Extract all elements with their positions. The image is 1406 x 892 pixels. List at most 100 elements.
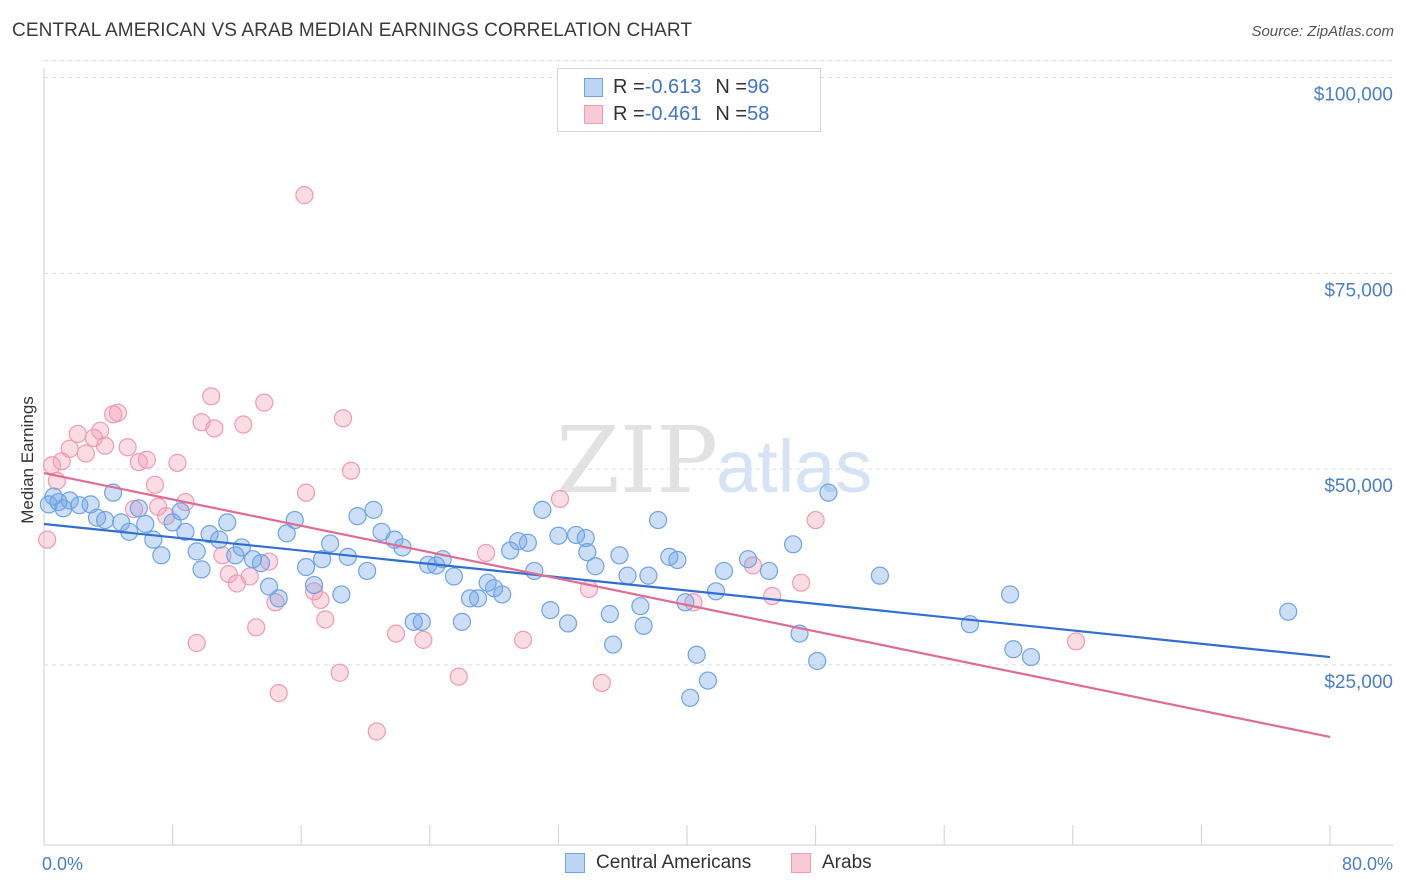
arab-point bbox=[763, 586, 782, 606]
central-american-point bbox=[738, 550, 758, 569]
central-american-point bbox=[1279, 602, 1298, 621]
arab-point bbox=[592, 673, 611, 693]
central-american-point bbox=[277, 524, 296, 543]
arab-point bbox=[449, 667, 468, 686]
arab-point bbox=[255, 393, 274, 412]
central-american-points bbox=[39, 483, 1298, 707]
central-american-point bbox=[444, 567, 464, 586]
central-american-point bbox=[192, 560, 211, 579]
arab-point bbox=[108, 403, 128, 422]
arab-point bbox=[743, 556, 763, 575]
arab-point bbox=[333, 409, 353, 428]
central-american-point bbox=[269, 589, 288, 608]
central-american-point bbox=[541, 600, 560, 620]
arab-point bbox=[137, 450, 156, 469]
central-american-point bbox=[714, 561, 734, 581]
central-american-point bbox=[631, 597, 650, 616]
central-american-point bbox=[259, 577, 279, 596]
central-american-point bbox=[1004, 640, 1023, 659]
page-title: CENTRAL AMERICAN VS ARAB MEDIAN EARNINGS… bbox=[12, 20, 693, 41]
central-american-point bbox=[533, 500, 552, 519]
arab-point bbox=[76, 444, 95, 463]
legend-r-value: -0.461 bbox=[644, 102, 702, 125]
legend-swatch-pink bbox=[584, 104, 603, 124]
y-axis-label: Median Earnings bbox=[18, 396, 37, 524]
central-american-point bbox=[358, 561, 377, 581]
central-american-point bbox=[681, 688, 700, 707]
source-label: Source: ZipAtlas.com bbox=[1251, 23, 1394, 40]
watermark-atlas: atlas bbox=[716, 425, 872, 508]
arab-point bbox=[240, 567, 259, 586]
series-swatch-blue bbox=[565, 853, 585, 873]
arab-point bbox=[792, 573, 811, 592]
legend-n-label: N = bbox=[715, 75, 748, 98]
central-american-point bbox=[603, 635, 623, 654]
central-american-point bbox=[49, 492, 68, 512]
central-american-point bbox=[364, 500, 383, 519]
arab-point bbox=[205, 419, 224, 438]
central-american-point bbox=[1021, 647, 1041, 667]
arab-point bbox=[414, 630, 433, 649]
y-tick-labels: $25,000 $50,000 $75,000 $100,000 bbox=[1314, 85, 1393, 693]
correlation-legend: R = -0.613 N = 96 R = -0.461 N = 58 bbox=[557, 68, 821, 132]
central-american-point bbox=[304, 575, 324, 595]
central-american-point bbox=[634, 616, 653, 635]
arab-point bbox=[269, 683, 288, 703]
arab-point bbox=[247, 618, 266, 637]
y-tick-label: $100,000 bbox=[1314, 85, 1393, 106]
legend-r-value: -0.613 bbox=[644, 75, 702, 98]
central-american-point bbox=[808, 651, 827, 671]
central-american-point bbox=[668, 550, 687, 570]
arab-point bbox=[295, 186, 314, 205]
arab-point bbox=[168, 453, 187, 472]
central-american-point bbox=[332, 585, 351, 604]
central-american-point bbox=[321, 534, 340, 553]
arab-point bbox=[234, 415, 253, 434]
central-american-point bbox=[698, 671, 717, 690]
arab-point bbox=[213, 546, 232, 565]
central-american-point bbox=[129, 499, 148, 518]
central-american-point bbox=[136, 514, 155, 534]
central-american-point bbox=[296, 557, 316, 577]
central-american-point bbox=[200, 525, 219, 544]
axes bbox=[43, 68, 1393, 846]
series-legend-arabs: Arabs bbox=[791, 852, 872, 874]
central-american-point bbox=[152, 546, 171, 565]
arab-point bbox=[68, 424, 87, 444]
central-american-point bbox=[95, 510, 115, 530]
central-american-point bbox=[676, 593, 695, 612]
central-american-point bbox=[171, 502, 190, 521]
arab-point bbox=[330, 663, 349, 682]
central-american-point bbox=[558, 614, 578, 633]
central-american-point bbox=[549, 526, 568, 545]
central-american-point bbox=[468, 589, 488, 608]
central-american-point bbox=[706, 582, 726, 601]
y-tick-label: $75,000 bbox=[1324, 280, 1393, 301]
series-swatch-pink bbox=[791, 853, 811, 873]
arab-trend-line bbox=[43, 471, 1331, 739]
central-american-point bbox=[576, 528, 595, 548]
central-american-trend-line bbox=[43, 522, 1331, 659]
central-american-point bbox=[586, 557, 605, 576]
arab-point bbox=[38, 530, 57, 549]
arab-point bbox=[341, 461, 361, 480]
central-american-point bbox=[210, 530, 229, 549]
central-american-point bbox=[60, 491, 79, 510]
central-american-point bbox=[819, 483, 838, 502]
arab-point bbox=[202, 387, 221, 406]
central-american-point bbox=[600, 604, 619, 624]
central-american-point bbox=[525, 561, 544, 581]
arab-point bbox=[367, 722, 386, 741]
central-american-point bbox=[639, 566, 658, 585]
central-american-point bbox=[610, 546, 629, 565]
series-legend-central-americans: Central Americans bbox=[565, 852, 751, 874]
central-american-point bbox=[759, 561, 779, 581]
arab-point bbox=[296, 483, 316, 502]
central-american-point bbox=[187, 542, 206, 561]
series-label-central-americans: Central Americans bbox=[596, 852, 752, 873]
legend-r-label: R = bbox=[613, 75, 645, 98]
arab-point bbox=[513, 630, 533, 649]
arab-point bbox=[95, 436, 115, 455]
central-american-point bbox=[783, 535, 803, 554]
